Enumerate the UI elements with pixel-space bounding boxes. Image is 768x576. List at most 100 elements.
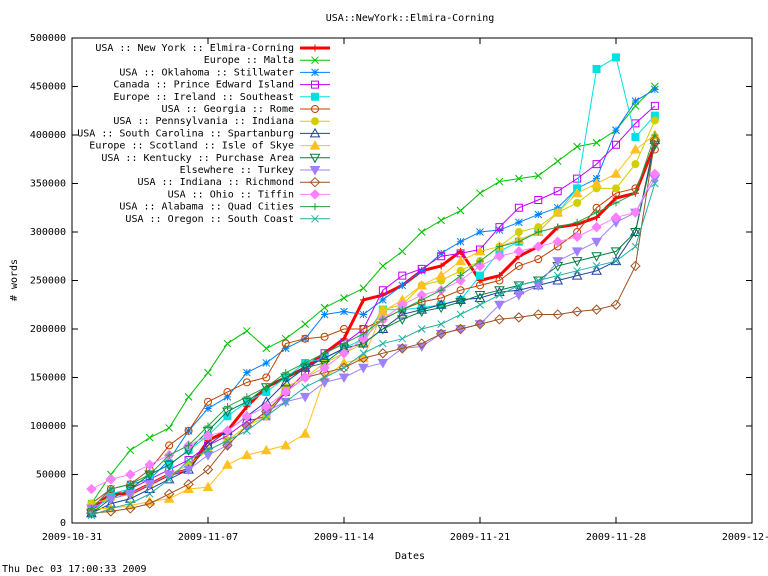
marker [379, 315, 387, 323]
marker [144, 459, 155, 471]
marker [455, 294, 466, 304]
marker [533, 241, 544, 252]
marker [358, 363, 369, 374]
marker [243, 327, 251, 335]
marker [416, 338, 427, 349]
marker [416, 304, 428, 314]
marker [631, 189, 639, 197]
legend-marker [309, 127, 321, 138]
marker [416, 342, 428, 352]
marker [223, 339, 232, 348]
marker [515, 238, 523, 246]
marker [515, 281, 523, 290]
marker [86, 483, 97, 495]
marker [631, 242, 640, 251]
marker [631, 97, 640, 105]
marker [241, 411, 253, 422]
series-line [91, 178, 656, 509]
marker [281, 339, 290, 348]
marker [649, 134, 661, 144]
marker [87, 511, 96, 520]
marker [105, 494, 117, 505]
marker [338, 362, 350, 374]
marker [107, 504, 115, 513]
marker [592, 203, 601, 212]
legend-marker [311, 44, 319, 52]
marker [610, 299, 622, 310]
marker [457, 272, 465, 280]
marker [163, 473, 175, 484]
marker [416, 307, 428, 318]
marker [571, 231, 583, 243]
y-tick-label: 250000 [30, 276, 66, 287]
marker [592, 160, 601, 169]
marker [243, 393, 251, 401]
marker [437, 293, 446, 302]
marker [87, 504, 95, 512]
marker [474, 291, 486, 301]
marker [183, 465, 194, 476]
y-tick-label: 100000 [30, 421, 66, 432]
series-line [91, 183, 656, 516]
marker [222, 425, 233, 437]
marker [456, 310, 465, 319]
marker [299, 392, 311, 403]
marker [398, 281, 407, 290]
marker [455, 255, 466, 266]
marker [262, 373, 271, 382]
marker [534, 195, 543, 204]
legend-marker [309, 153, 321, 164]
marker [534, 228, 542, 236]
legend-label: USA :: Indiana :: Richmond [137, 177, 294, 188]
marker [552, 309, 563, 320]
marker [571, 257, 583, 267]
marker [476, 257, 484, 265]
marker [437, 252, 446, 261]
marker [280, 386, 291, 398]
legend-label: Europe :: Ireland :: Southeast [113, 92, 294, 103]
marker [631, 132, 640, 141]
marker [417, 228, 426, 236]
marker [495, 243, 503, 251]
chart-title: USA::NewYork::Elmira-Corning [326, 13, 495, 24]
marker [612, 140, 620, 149]
marker [591, 304, 602, 315]
marker [513, 291, 525, 301]
marker [417, 264, 426, 273]
marker [631, 160, 640, 169]
marker [630, 228, 641, 238]
marker [165, 451, 173, 459]
marker [126, 480, 135, 489]
marker [476, 271, 484, 280]
marker [649, 168, 661, 180]
marker [495, 272, 503, 280]
marker [437, 216, 445, 225]
marker [184, 456, 193, 464]
marker [301, 320, 309, 329]
marker [553, 187, 562, 196]
x-tick-label: 2009-11-07 [178, 532, 238, 543]
marker [494, 286, 505, 296]
marker [437, 286, 445, 294]
marker [418, 296, 426, 304]
marker [437, 249, 445, 258]
marker [593, 209, 601, 217]
marker [456, 249, 465, 258]
marker [280, 439, 292, 450]
marker [359, 310, 368, 319]
marker [340, 294, 348, 302]
marker [456, 237, 465, 246]
marker [105, 474, 117, 485]
marker [243, 368, 251, 377]
marker [340, 340, 348, 348]
marker [165, 441, 174, 450]
legend-marker [311, 80, 319, 89]
marker [223, 388, 232, 397]
marker [494, 251, 505, 262]
marker [437, 262, 445, 270]
marker [475, 281, 485, 290]
x-tick-label: 2009-11-21 [450, 532, 510, 543]
marker [476, 189, 484, 198]
marker [474, 260, 486, 272]
marker [260, 444, 272, 455]
